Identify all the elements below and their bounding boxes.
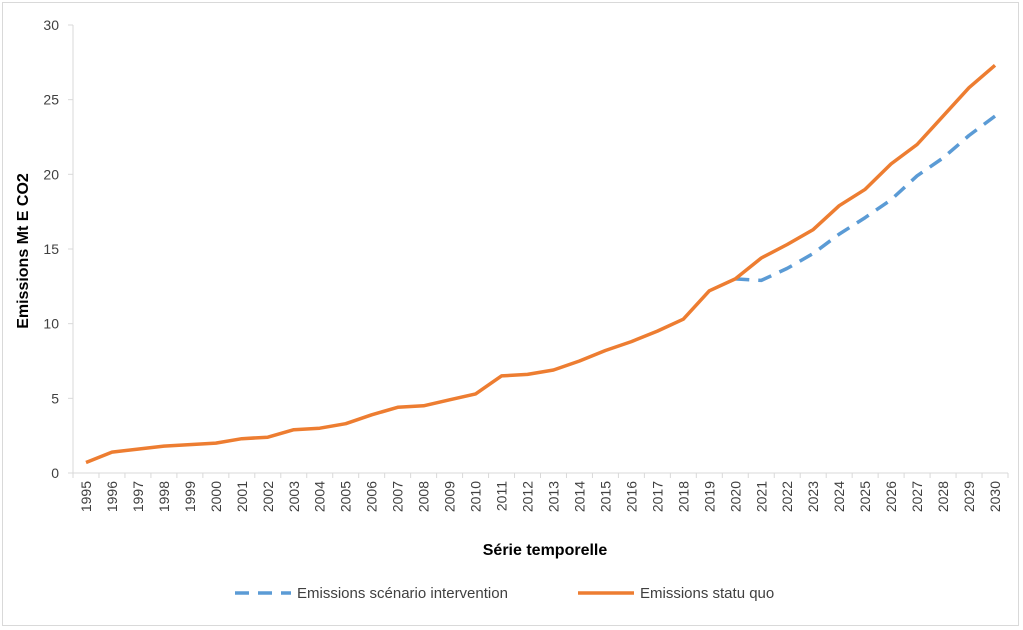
x-tick-label: 2018	[675, 481, 691, 512]
y-tick-label: 20	[43, 166, 59, 182]
x-tick-label: 2016	[623, 481, 639, 512]
series-layer	[85, 63, 997, 465]
x-tick-label: 2022	[779, 481, 795, 512]
x-tick-label: 2013	[545, 481, 561, 512]
x-axis-title: Série temporelle	[483, 542, 608, 559]
x-tick-label: 2009	[442, 481, 458, 512]
x-tick-label: 2007	[390, 481, 406, 512]
x-tick-label: 2015	[597, 481, 613, 512]
x-tick-label: 2002	[260, 481, 276, 512]
x-tick-label: 2000	[208, 481, 224, 512]
x-tick-label: 2020	[727, 481, 743, 512]
x-tick-label: 2001	[234, 481, 250, 512]
x-tick-label: 2030	[987, 481, 1003, 512]
x-tick-label: 2014	[571, 481, 587, 512]
legend-label-1: Emissions scénario intervention	[297, 585, 508, 602]
series-line-1	[735, 114, 997, 283]
x-tick-label: 1995	[78, 481, 94, 512]
x-tick-label: 2021	[753, 481, 769, 512]
y-axis-title: Emissions Mt E CO2	[15, 173, 32, 329]
x-tick-label: 2017	[649, 481, 665, 512]
x-tick-label: 2019	[701, 481, 717, 512]
x-tick-label: 2029	[961, 481, 977, 512]
x-tick-label: 2028	[935, 481, 951, 512]
x-tick-label: 2004	[312, 481, 328, 512]
legend: Emissions scénario intervention Emissions…	[235, 585, 774, 602]
x-tick-label: 2012	[520, 481, 536, 512]
x-tick-label: 1998	[156, 481, 172, 512]
x-tick-label: 1997	[130, 481, 146, 512]
x-tick-label: 2005	[338, 481, 354, 512]
series-line-2	[85, 63, 997, 465]
x-tick-label: 2025	[857, 481, 873, 512]
x-tick-label: 2008	[416, 481, 432, 512]
x-tick-label: 2027	[909, 481, 925, 512]
x-tick-label: 2011	[494, 481, 510, 511]
y-tick-label: 25	[43, 92, 59, 108]
x-tick-label: 1996	[104, 481, 120, 512]
y-tick-label: 15	[43, 241, 59, 257]
y-tick-label: 30	[43, 17, 59, 33]
x-tick-label: 2006	[364, 481, 380, 512]
x-tick-label: 2026	[883, 481, 899, 512]
x-tick-label: 2003	[286, 481, 302, 512]
x-tick-label: 1999	[182, 481, 198, 512]
y-tick-label: 0	[51, 465, 59, 481]
x-tick-label: 2010	[468, 481, 484, 512]
y-tick-label: 10	[43, 316, 59, 332]
x-tick-label: 2023	[805, 481, 821, 512]
x-tick-label: 2024	[831, 481, 847, 512]
y-tick-label: 5	[51, 390, 59, 406]
legend-label-2: Emissions statu quo	[640, 585, 774, 602]
